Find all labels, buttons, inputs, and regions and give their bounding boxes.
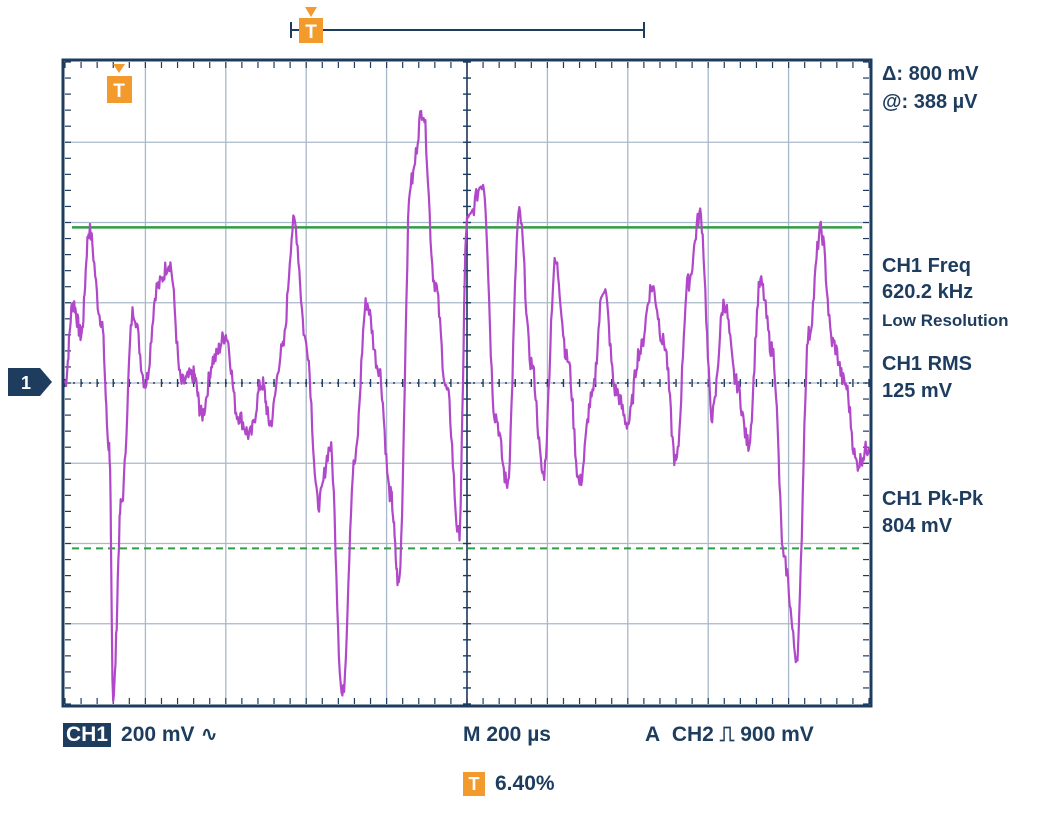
trigger-mode: A bbox=[645, 723, 661, 746]
ch1-marker-label: 1 bbox=[21, 373, 31, 393]
screen-trigger-badge: T bbox=[113, 81, 125, 102]
freq-value: 620.2 kHz bbox=[882, 281, 974, 303]
trigger-position-marker: T bbox=[107, 64, 132, 103]
vertical-scale: 200 mV ∿ bbox=[121, 723, 218, 746]
rms-label: CH1 RMS bbox=[882, 353, 973, 375]
freq-label: CH1 Freq bbox=[882, 255, 971, 277]
ch1-ground-marker: 1 bbox=[8, 368, 52, 396]
record-trigger-badge: T bbox=[305, 22, 317, 43]
trigger-readout: A CH2 ⎍ 900 mV bbox=[645, 722, 814, 748]
trigger-position-badge: T bbox=[463, 772, 485, 797]
center-axis-ticks bbox=[64, 61, 870, 705]
freq-note: Low Resolution bbox=[882, 311, 1009, 330]
trigger-position-value: 6.40% bbox=[495, 772, 555, 795]
channel-scale-readout: CH1 200 mV ∿ bbox=[63, 722, 218, 748]
delta-readout: Δ: 800 mV bbox=[882, 63, 979, 85]
trigger-level: 900 mV bbox=[740, 723, 814, 746]
record-length-indicator: T bbox=[290, 7, 645, 43]
screen-frame bbox=[61, 58, 873, 708]
ch1-trace bbox=[63, 109, 871, 703]
timebase-readout: M 200 µs bbox=[463, 723, 551, 746]
pkpk-label: CH1 Pk-Pk bbox=[882, 488, 984, 510]
pkpk-value: 804 mV bbox=[882, 515, 953, 537]
trigger-position-readout: T 6.40% bbox=[463, 771, 555, 797]
trigger-source: CH2 bbox=[671, 723, 714, 746]
ch1-badge: CH1 bbox=[63, 723, 112, 747]
at-readout: @: 388 µV bbox=[882, 91, 978, 113]
rms-value: 125 mV bbox=[882, 380, 953, 402]
rising-edge-icon: ⎍ bbox=[719, 723, 735, 746]
